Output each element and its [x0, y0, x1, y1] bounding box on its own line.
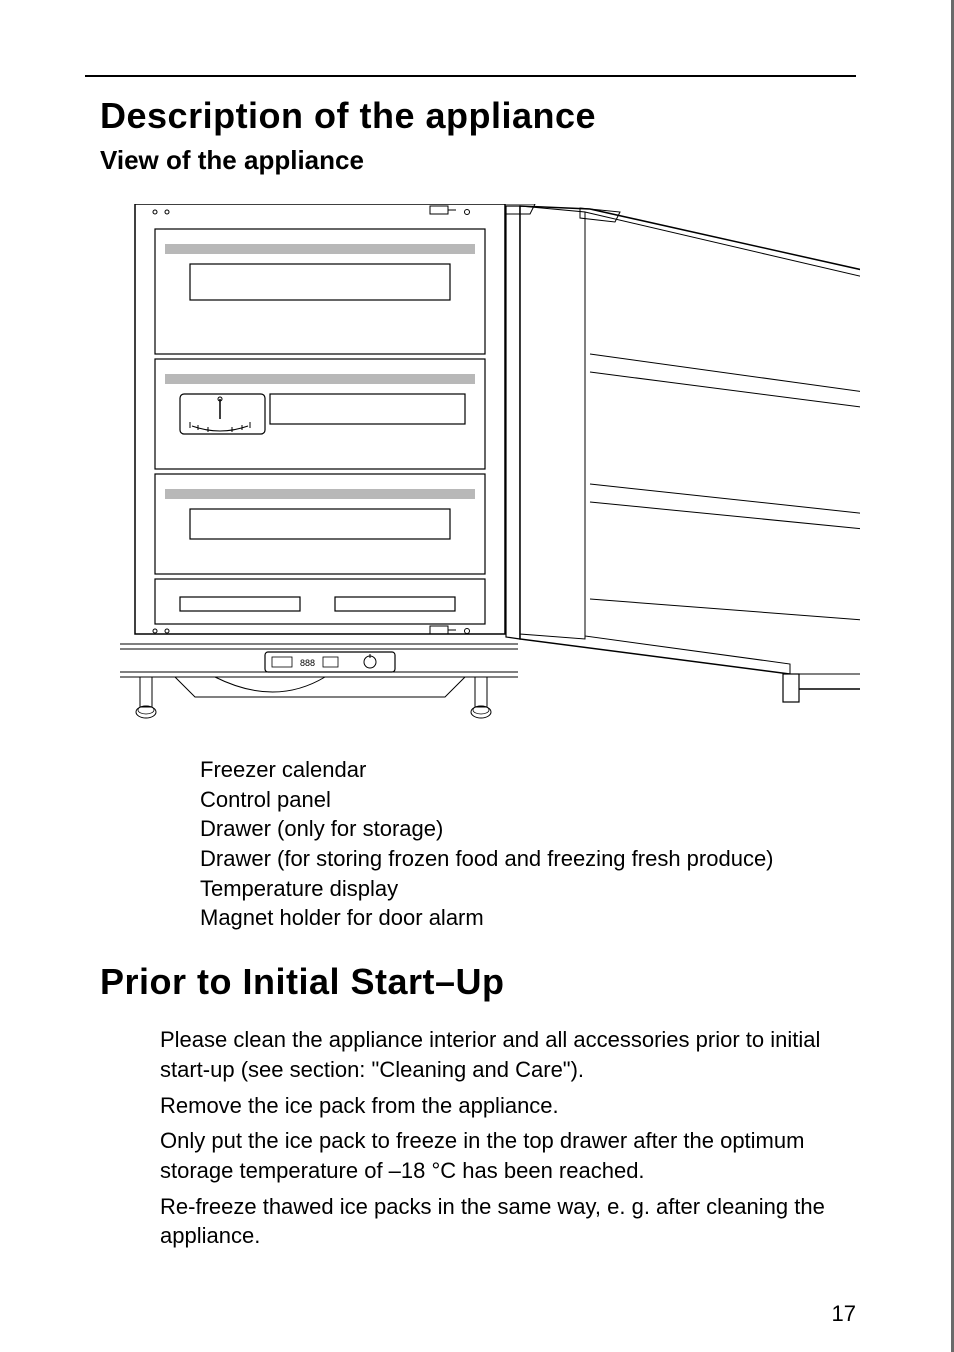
- part-item: Control panel: [200, 785, 861, 815]
- diagram-svg: 888: [120, 204, 860, 734]
- subheading-view: View of the appliance: [100, 145, 861, 176]
- svg-text:888: 888: [300, 658, 315, 668]
- body-text: Please clean the appliance interior and …: [160, 1025, 861, 1251]
- appliance-diagram: 888: [120, 204, 861, 739]
- part-item: Drawer (for storing frozen food and free…: [200, 844, 861, 874]
- body-paragraph: Re-freeze thawed ice packs in the same w…: [160, 1192, 861, 1251]
- page-number: 17: [832, 1301, 856, 1327]
- part-item: Magnet holder for door alarm: [200, 903, 861, 933]
- page: Description of the appliance View of the…: [0, 0, 954, 1352]
- heading-description: Description of the appliance: [100, 95, 861, 137]
- top-rule: [85, 75, 856, 77]
- part-item: Freezer calendar: [200, 755, 861, 785]
- part-item: Temperature display: [200, 874, 861, 904]
- heading-startup: Prior to Initial Start–Up: [100, 961, 861, 1003]
- parts-list: Freezer calendar Control panel Drawer (o…: [200, 755, 861, 933]
- body-paragraph: Remove the ice pack from the appliance.: [160, 1091, 861, 1121]
- part-item: Drawer (only for storage): [200, 814, 861, 844]
- body-paragraph: Please clean the appliance interior and …: [160, 1025, 861, 1084]
- body-paragraph: Only put the ice pack to freeze in the t…: [160, 1126, 861, 1185]
